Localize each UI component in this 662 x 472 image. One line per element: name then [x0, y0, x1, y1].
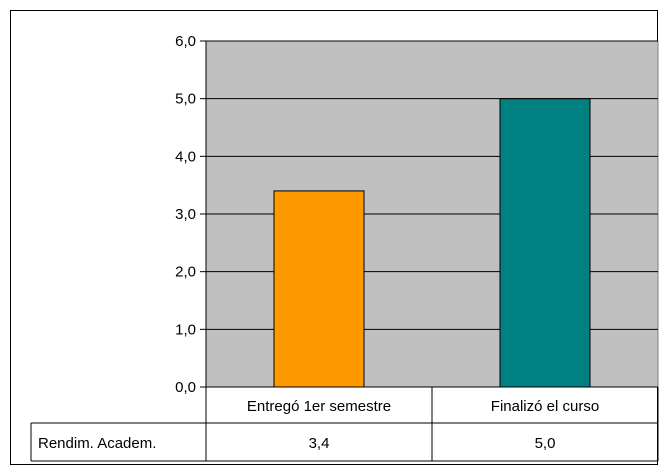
y-tick-label: 4,0	[175, 148, 196, 165]
data-table: Entregó 1er semestre 3,4 Finalizó el curso…	[30, 386, 659, 462]
data-label: 5,0	[535, 435, 556, 452]
data-label: 3,4	[309, 435, 330, 452]
y-tick-label: 6,0	[175, 33, 196, 50]
series-name: Rendim. Academ.	[38, 435, 156, 452]
y-tick-label: 1,0	[175, 321, 196, 338]
y-tick-label: 2,0	[175, 264, 196, 281]
y-tick-label: 5,0	[175, 91, 196, 108]
y-tick-label: 3,0	[175, 206, 196, 223]
category-label: Finalizó el curso	[491, 398, 599, 415]
y-axis: 0,0 1,0 2,0 3,0 4,0 5,0 6,0	[175, 33, 207, 396]
bars	[273, 98, 591, 388]
bar	[273, 190, 365, 388]
category-label: Entregó 1er semestre	[247, 398, 391, 415]
y-tick-label: 0,0	[175, 379, 196, 396]
bar	[499, 98, 591, 388]
